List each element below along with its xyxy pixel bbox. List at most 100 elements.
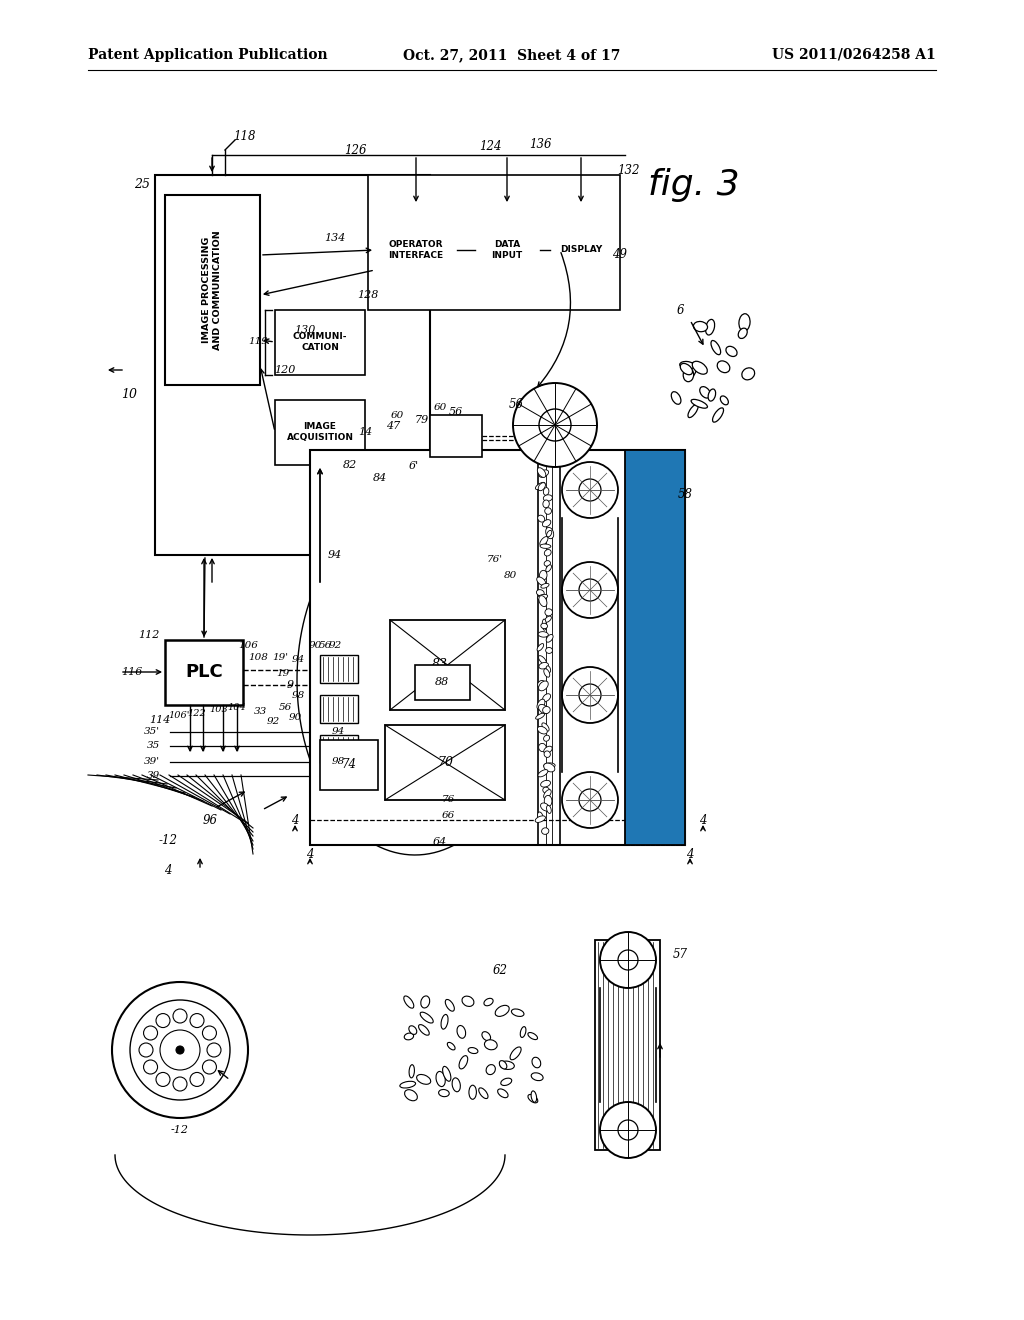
Ellipse shape — [545, 508, 552, 515]
Text: 76': 76' — [487, 556, 503, 565]
Ellipse shape — [539, 632, 548, 638]
Text: 83: 83 — [432, 659, 449, 672]
Text: 79: 79 — [415, 414, 429, 425]
Circle shape — [562, 772, 618, 828]
Circle shape — [139, 1043, 153, 1057]
Ellipse shape — [544, 495, 552, 502]
Text: 82: 82 — [343, 459, 357, 470]
Circle shape — [173, 1077, 187, 1092]
Ellipse shape — [741, 368, 755, 380]
Ellipse shape — [442, 1067, 451, 1081]
Bar — [319, 696, 358, 723]
Text: OPERATOR
INTERFACE: OPERATOR INTERFACE — [388, 240, 443, 260]
Ellipse shape — [404, 1034, 414, 1040]
Polygon shape — [88, 775, 253, 865]
Ellipse shape — [501, 1078, 512, 1085]
Bar — [595, 940, 660, 1150]
Bar — [550, 205, 612, 294]
Text: 80: 80 — [504, 570, 517, 579]
Text: 35': 35' — [144, 727, 160, 737]
Text: 103: 103 — [210, 705, 228, 714]
Text: 6': 6' — [409, 461, 419, 471]
Ellipse shape — [453, 1078, 461, 1092]
Circle shape — [207, 1043, 221, 1057]
Text: 4: 4 — [164, 863, 172, 876]
Bar — [310, 450, 685, 845]
Text: 116: 116 — [122, 667, 143, 677]
Text: 4: 4 — [699, 813, 707, 826]
Ellipse shape — [546, 647, 553, 653]
Text: 19': 19' — [272, 653, 288, 663]
Text: 96: 96 — [203, 813, 217, 826]
Ellipse shape — [545, 609, 553, 616]
Text: 76: 76 — [441, 796, 455, 804]
Ellipse shape — [546, 665, 551, 673]
Text: 4: 4 — [306, 849, 313, 862]
Ellipse shape — [538, 770, 548, 777]
Text: 39: 39 — [146, 771, 160, 780]
Ellipse shape — [547, 805, 551, 813]
Text: 92: 92 — [266, 718, 280, 726]
Text: 122: 122 — [187, 709, 207, 718]
Circle shape — [539, 409, 571, 441]
Text: 90: 90 — [308, 640, 322, 649]
Ellipse shape — [544, 669, 550, 677]
Circle shape — [173, 1008, 187, 1023]
Ellipse shape — [537, 577, 546, 585]
Circle shape — [156, 1014, 170, 1027]
Ellipse shape — [528, 1094, 538, 1104]
Text: 90: 90 — [289, 714, 302, 722]
Ellipse shape — [687, 363, 696, 378]
Ellipse shape — [438, 1089, 450, 1097]
Bar — [385, 725, 505, 800]
Bar — [275, 310, 365, 375]
Ellipse shape — [539, 656, 547, 664]
Circle shape — [203, 1026, 216, 1040]
Text: 4: 4 — [291, 813, 299, 826]
Ellipse shape — [545, 616, 551, 622]
Ellipse shape — [540, 570, 547, 581]
Circle shape — [579, 579, 601, 601]
Text: 10: 10 — [121, 388, 137, 401]
Ellipse shape — [536, 482, 545, 490]
Ellipse shape — [544, 735, 550, 742]
Text: 108: 108 — [248, 653, 268, 663]
Ellipse shape — [541, 623, 548, 628]
Ellipse shape — [542, 828, 549, 834]
Ellipse shape — [711, 341, 721, 355]
Text: 130: 130 — [294, 325, 315, 335]
Bar — [625, 450, 685, 845]
Ellipse shape — [531, 1090, 537, 1102]
Text: 98: 98 — [332, 758, 345, 767]
Text: US 2011/0264258 A1: US 2011/0264258 A1 — [772, 48, 936, 62]
Ellipse shape — [479, 1088, 488, 1098]
Bar — [319, 741, 378, 789]
Text: 98: 98 — [292, 690, 304, 700]
Text: 57: 57 — [673, 949, 687, 961]
Text: 47: 47 — [386, 421, 400, 432]
Circle shape — [190, 1014, 204, 1027]
Text: 134: 134 — [325, 234, 346, 243]
Ellipse shape — [484, 1040, 498, 1049]
Text: 58: 58 — [678, 488, 692, 502]
Ellipse shape — [688, 404, 698, 417]
Ellipse shape — [544, 789, 551, 799]
Ellipse shape — [739, 314, 750, 331]
Bar — [275, 400, 365, 465]
Ellipse shape — [539, 483, 546, 491]
Ellipse shape — [409, 1065, 415, 1078]
Ellipse shape — [511, 1008, 524, 1016]
Ellipse shape — [680, 363, 692, 375]
Ellipse shape — [543, 500, 549, 508]
Ellipse shape — [500, 1061, 507, 1069]
Ellipse shape — [699, 387, 711, 399]
Ellipse shape — [469, 1085, 476, 1100]
Text: 119: 119 — [248, 338, 268, 346]
Text: 9: 9 — [287, 680, 294, 690]
Text: 14: 14 — [357, 426, 372, 437]
Ellipse shape — [543, 619, 546, 630]
Text: 49: 49 — [612, 248, 628, 261]
Circle shape — [562, 667, 618, 723]
Ellipse shape — [419, 1024, 429, 1035]
Text: 60: 60 — [390, 412, 403, 421]
